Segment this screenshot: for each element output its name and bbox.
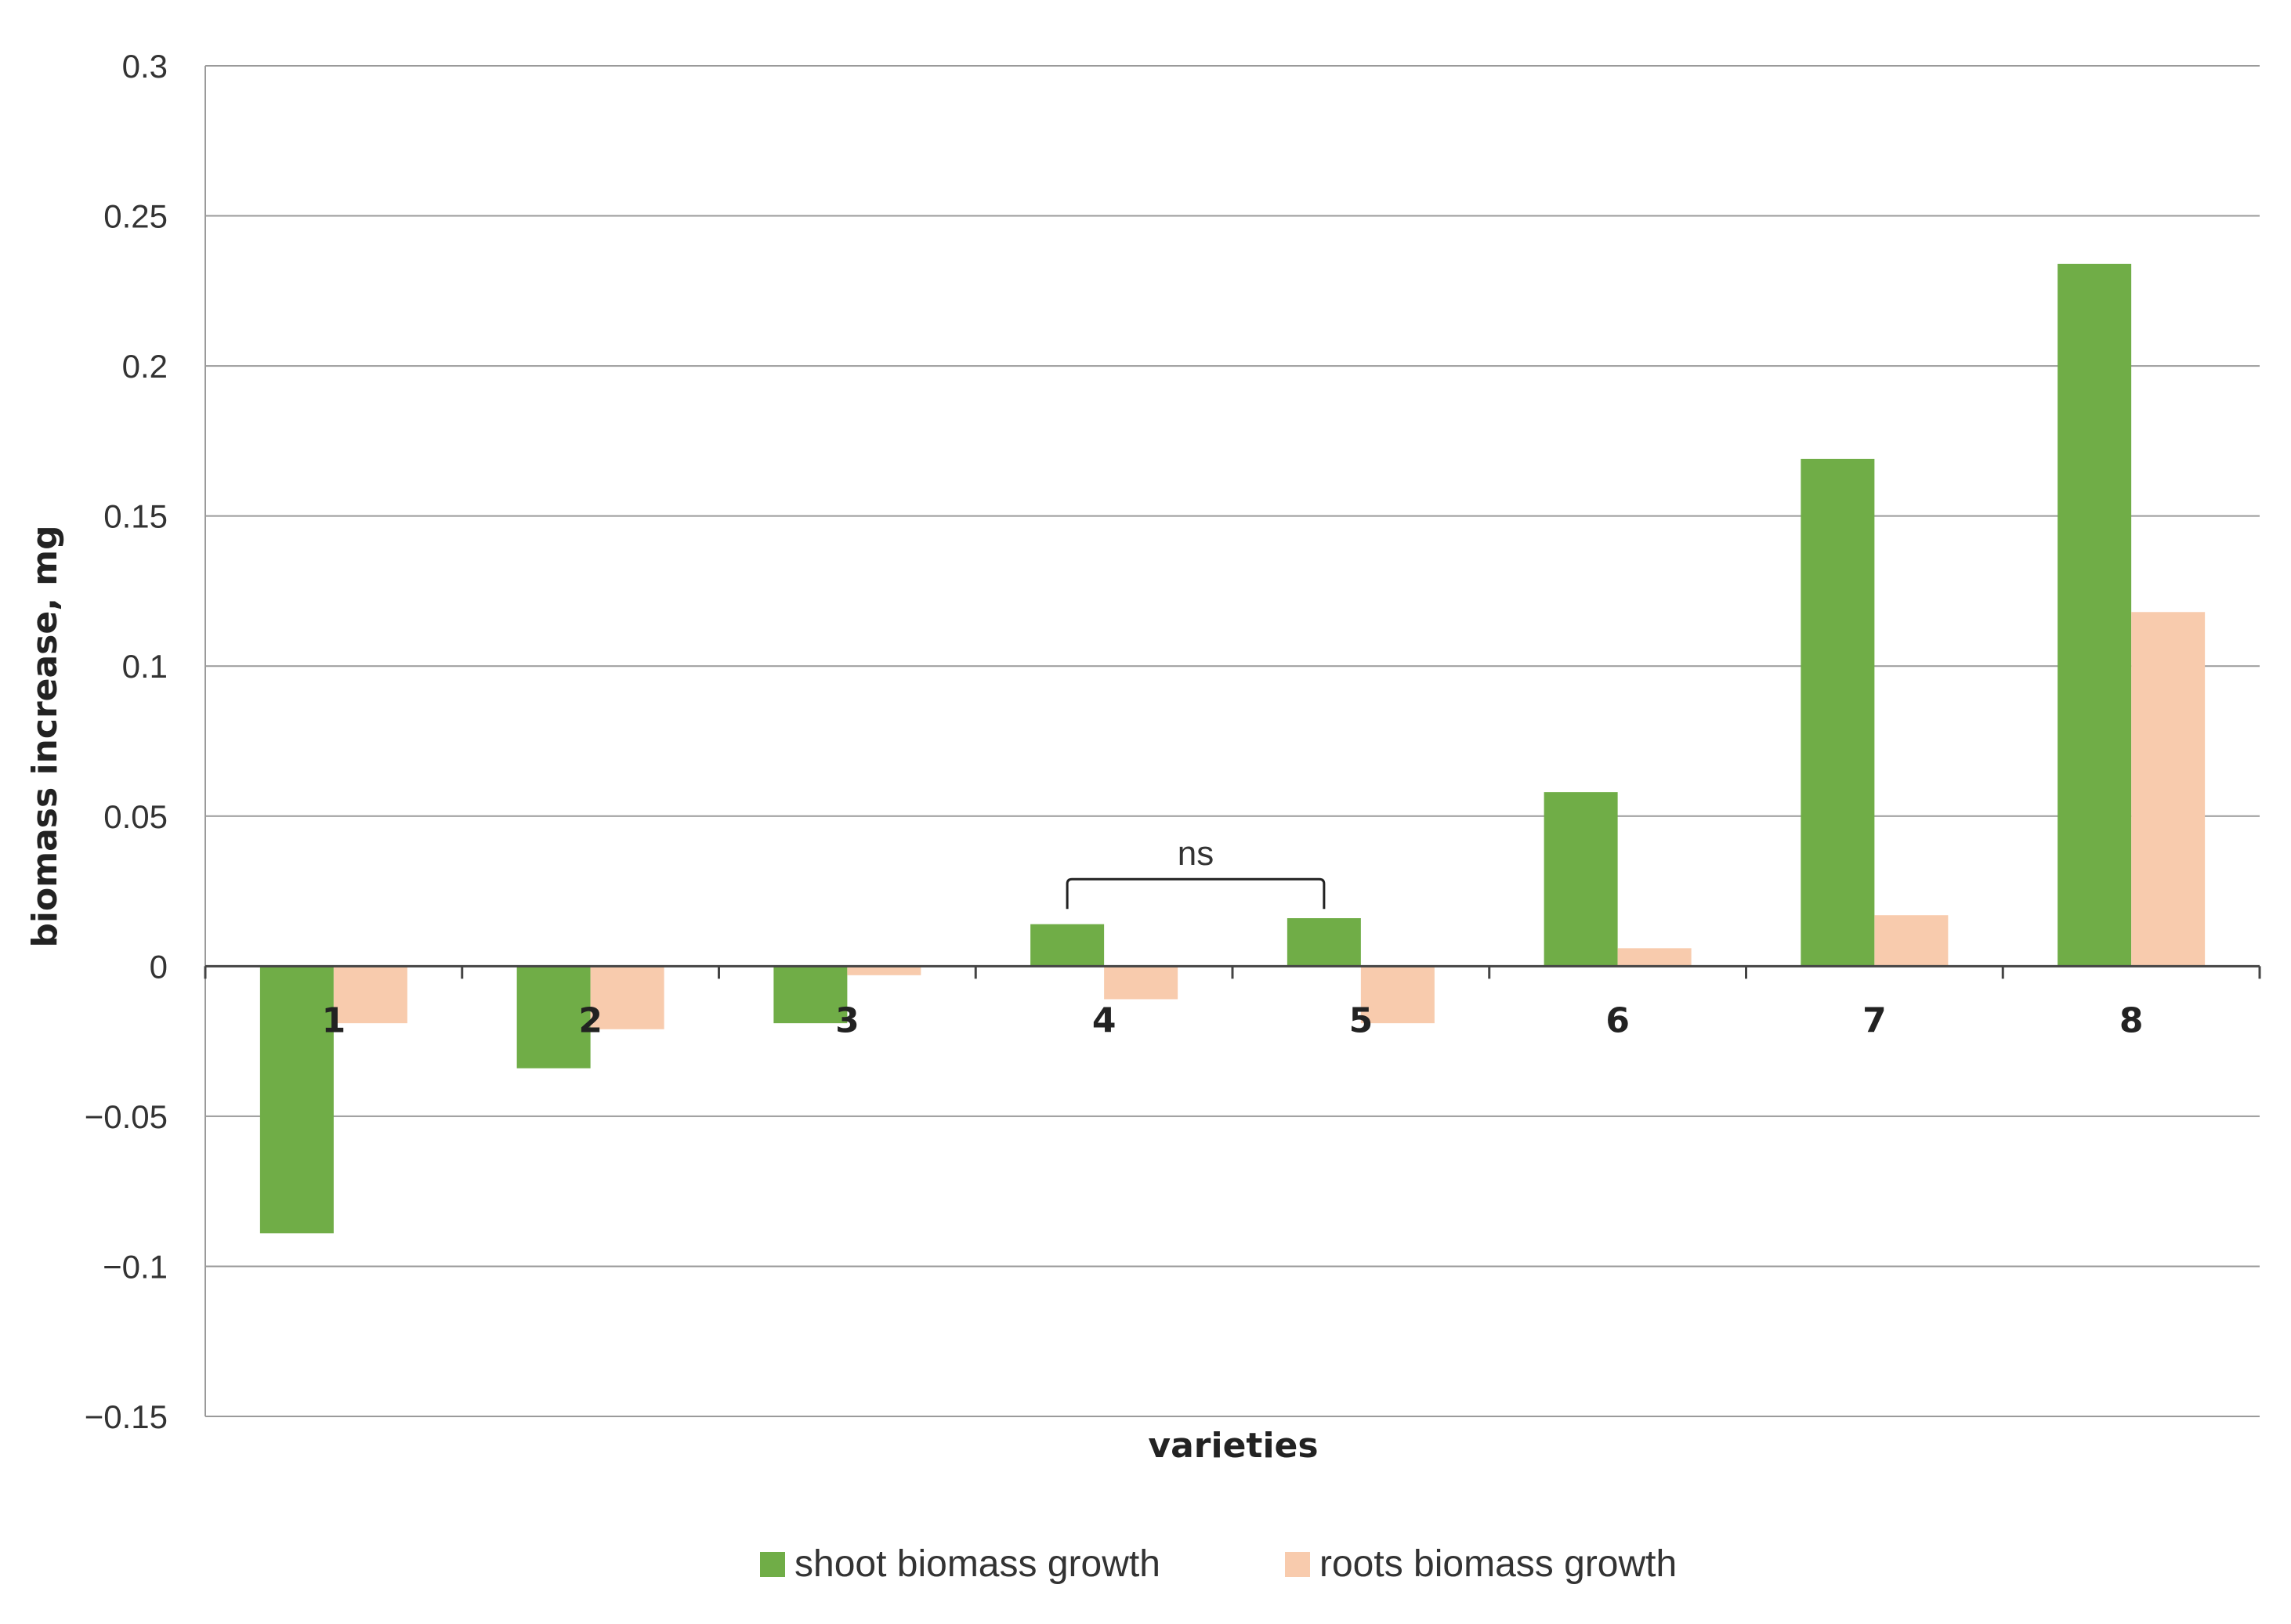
x-tick-label: 8 <box>2119 1000 2144 1040</box>
bars <box>259 263 2206 1234</box>
bar-roots-4 <box>1104 966 1178 1000</box>
x-axis-ticks: 1 2 3 4 5 6 7 8 <box>204 966 2261 1040</box>
legend-swatch-roots <box>1285 1552 1310 1577</box>
bar-roots-7 <box>1874 915 1949 967</box>
x-tick-label: 7 <box>1862 1000 1887 1040</box>
bracket-line <box>1066 877 1326 910</box>
bar-roots-1 <box>333 966 407 1024</box>
x-tick-label: 5 <box>1349 1000 1374 1040</box>
y-tick-label: 0.2 <box>122 348 168 385</box>
y-tick-label: 0.3 <box>122 48 168 85</box>
legend-swatch-shoot <box>760 1552 785 1577</box>
y-tick-label: 0.25 <box>103 198 168 235</box>
y-tick-label: 0.1 <box>122 648 168 685</box>
y-axis-ticks: 0.3 0.25 0.2 0.15 0.1 0.05 0 −0.05 −0.1 −0.15 <box>85 48 168 1435</box>
bar-roots-8 <box>2131 612 2206 967</box>
x-tick-label: 6 <box>1605 1000 1630 1040</box>
ns-label: ns <box>1178 834 1214 873</box>
y-tick-label: −0.1 <box>103 1248 168 1285</box>
bar-shoot-4 <box>1030 924 1105 967</box>
legend-label-roots: roots biomass growth <box>1319 1543 1677 1585</box>
y-tick-label: 0.15 <box>103 498 168 535</box>
bar-roots-3 <box>847 966 921 975</box>
x-tick-label: 3 <box>835 1000 860 1040</box>
legend: shoot biomass growth roots biomass growt… <box>760 1543 1677 1585</box>
bar-shoot-1 <box>259 966 334 1234</box>
y-axis-title: biomass increase, mg <box>25 525 65 947</box>
legend-label-shoot: shoot biomass growth <box>794 1543 1160 1585</box>
bar-roots-5 <box>1360 966 1435 1024</box>
x-tick-label: 2 <box>578 1000 603 1040</box>
gridlines <box>205 65 2260 1417</box>
y-tick-label: 0.05 <box>103 798 168 835</box>
y-tick-label: −0.15 <box>85 1398 168 1435</box>
y-tick-label: −0.05 <box>85 1098 168 1135</box>
x-tick-label: 1 <box>322 1000 346 1040</box>
ns-bracket: ns <box>1066 834 1326 910</box>
x-axis-title: varieties <box>1148 1426 1318 1466</box>
x-tick-label: 4 <box>1092 1000 1117 1040</box>
bar-roots-6 <box>1617 948 1692 967</box>
bar-shoot-7 <box>1801 458 1875 967</box>
y-tick-label: 0 <box>150 948 168 985</box>
bar-shoot-8 <box>2058 263 2132 967</box>
bar-roots-2 <box>590 966 664 1029</box>
bar-shoot-6 <box>1544 792 1618 967</box>
bar-shoot-2 <box>516 966 591 1069</box>
bar-shoot-5 <box>1287 918 1361 967</box>
bar-shoot-3 <box>773 966 848 1024</box>
